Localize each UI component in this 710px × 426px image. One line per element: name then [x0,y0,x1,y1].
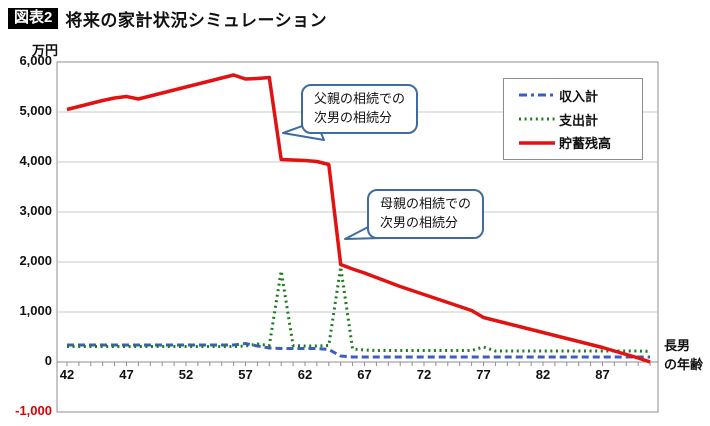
annotation-text-line: 父親の相続での [314,91,406,106]
income-line-sample-icon [519,93,555,97]
x-tick-label: 67 [357,367,372,382]
legend-label-expenses: 支出計 [559,112,599,128]
y-tick-label: 4,000 [19,153,52,168]
expenses-line-sample-icon [519,117,555,121]
annotation-text-line: 次男の相続分 [314,109,393,125]
x-tick-label: 42 [59,367,75,382]
annotation-mother-inheritance: 母親の相続での 次男の相続分 [367,189,485,239]
savings-line-sample-icon [519,141,555,145]
x-tick-label: 82 [535,367,551,382]
y-tick-label: 6,000 [19,53,52,68]
y-tick-label: 5,000 [19,103,52,118]
annotation-text-line: 次男の相続分 [380,214,459,230]
figure-header: 図表2 将来の家計状況シミュレーション [8,6,327,31]
legend-label-income: 収入計 [559,88,599,104]
y-axis-unit-label: 万円 [31,43,58,58]
figure-number-badge: 図表2 [8,7,59,30]
legend-item-expenses: 支出計 [504,110,642,129]
x-tick-label: 72 [416,367,432,382]
y-tick-label: 1,000 [19,303,52,318]
annotation-father-inheritance: 父親の相続での 次男の相続分 [301,84,419,134]
x-tick-label: 87 [595,367,610,382]
x-tick-label: 62 [297,367,313,382]
x-tick-label: 77 [476,367,491,382]
y-tick-label: -1,000 [15,403,52,418]
legend-item-savings: 貯蓄残高 [504,133,642,152]
y-tick-label: 2,000 [19,253,52,268]
legend-item-income: 収入計 [504,86,642,105]
x-tick-label: 57 [238,367,253,382]
y-tick-label: 0 [44,353,52,368]
legend-label-savings: 貯蓄残高 [559,136,612,152]
x-tick-label: 47 [119,367,134,382]
x-tick-label: 52 [178,367,194,382]
figure-title: 将来の家計状況シミュレーション [65,11,328,30]
annotation-text-line: 母親の相続での [380,196,472,211]
chart-legend: 収入計 支出計 貯蓄残高 [503,78,643,160]
x-axis-name-label: 長男 の年齢 [664,338,704,372]
y-tick-label: 3,000 [19,203,52,218]
